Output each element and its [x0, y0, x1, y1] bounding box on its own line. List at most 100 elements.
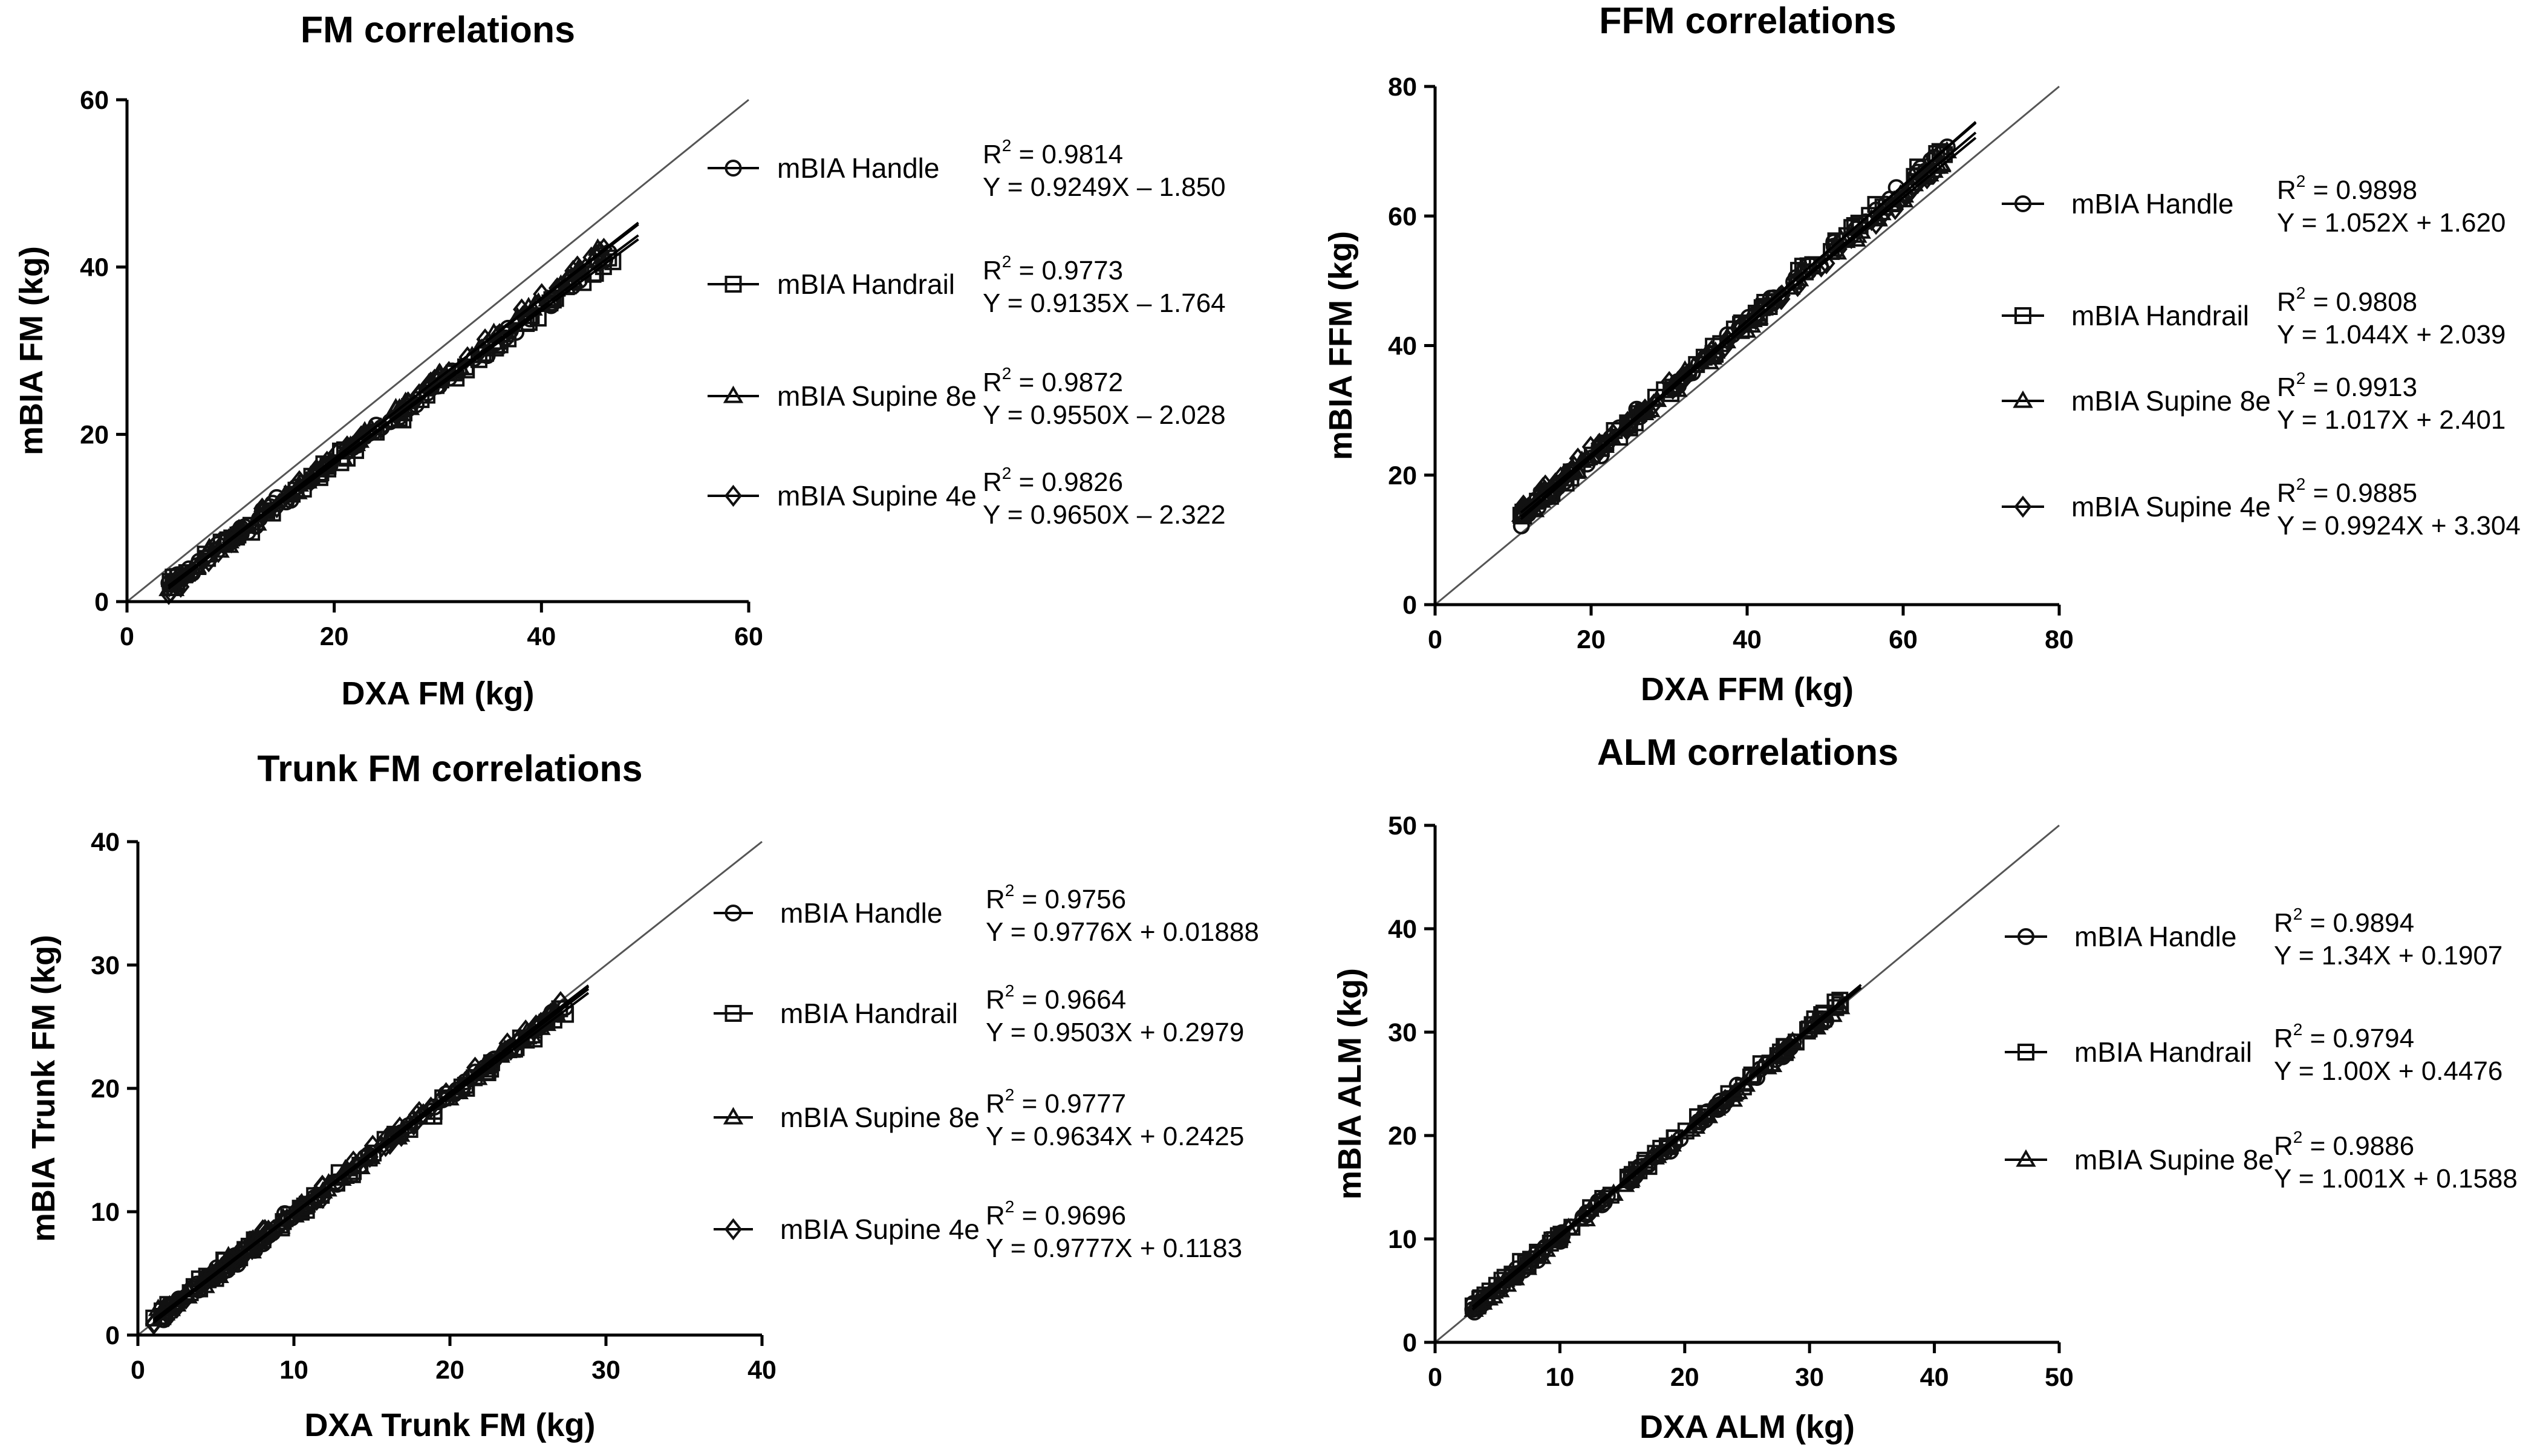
y-tick-label: 60	[80, 86, 109, 115]
r-squared-label: R2 = 0.9794	[2274, 1020, 2414, 1053]
r-symbol: R	[2274, 908, 2293, 938]
regression-equation: Y = 0.9503X + 0.2979	[986, 1018, 1244, 1047]
r-squared-value: = 0.9886	[2302, 1131, 2414, 1161]
legend-marker-square	[724, 276, 742, 293]
regression-equation: Y = 1.052X + 1.620	[2277, 208, 2506, 238]
x-axis-label: DXA FFM (kg)	[1641, 671, 1854, 707]
x-tick-label: 60	[1889, 625, 1918, 654]
legend-label: mBIA Handrail	[2074, 1036, 2252, 1068]
x-tick-label: 10	[1545, 1363, 1574, 1392]
fit-line-4	[152, 984, 590, 1323]
fit-line-4	[168, 221, 639, 590]
y-tick-label: 20	[91, 1074, 120, 1103]
r-squared-value: = 0.9913	[2305, 372, 2417, 402]
r-symbol: R	[2277, 175, 2296, 205]
data-point	[1591, 432, 1609, 455]
superscript-2: 2	[1005, 881, 1015, 900]
x-tick-label: 40	[747, 1356, 777, 1385]
legend-marker-triangle	[2013, 390, 2033, 408]
data-point	[361, 421, 379, 444]
legend-label: mBIA Supine 8e	[2071, 385, 2271, 417]
r-squared-label: R2 = 0.9898	[2277, 172, 2417, 205]
x-tick-label: 0	[1428, 625, 1442, 654]
x-tick-label: 40	[1920, 1363, 1949, 1392]
data-point	[1604, 423, 1622, 445]
r-symbol: R	[2274, 1131, 2293, 1161]
data-point	[1665, 1129, 1683, 1147]
x-tick-label: 30	[591, 1356, 620, 1385]
y-axis-label: mBIA ALM (kg)	[1332, 968, 1368, 1200]
y-tick-label: 50	[1388, 811, 1417, 840]
legend-label: mBIA Supine 8e	[777, 380, 977, 412]
r-symbol: R	[986, 885, 1005, 914]
r-squared-value: = 0.9696	[1014, 1201, 1126, 1230]
identity-line	[126, 99, 749, 603]
legend-label: mBIA Handle	[777, 152, 939, 184]
chart-panel-1: FM correlations 0 20 40 60 0 20 40 60 DXA FM (kg)…	[13, 9, 1226, 712]
r-squared-label: R2 = 0.9773	[983, 252, 1123, 285]
r-squared-value: = 0.9794	[2302, 1024, 2414, 1053]
y-axis-label: mBIA FFM (kg)	[1323, 231, 1359, 460]
legend-marker-circle	[2014, 195, 2031, 212]
legend-label: mBIA Supine 4e	[777, 480, 977, 512]
r-symbol: R	[983, 368, 1002, 397]
legend-label: mBIA Handle	[2071, 188, 2233, 219]
chart-title: FFM correlations	[1599, 0, 1896, 41]
identity-line	[1434, 85, 2060, 606]
superscript-2: 2	[2296, 172, 2306, 190]
y-tick-label: 40	[91, 828, 120, 857]
regression-equation: Y = 0.9924X + 3.304	[2277, 511, 2521, 541]
data-point	[391, 1116, 409, 1139]
r-squared-label: R2 = 0.9885	[2277, 475, 2417, 508]
r-squared-value: = 0.9872	[1011, 368, 1123, 397]
legend-label: mBIA Supine 4e	[780, 1214, 980, 1245]
legend-entry-2: mBIA Handrail R2 = 0.9808 Y = 1.044X + 2.0…	[2002, 284, 2506, 349]
y-tick-label: 20	[80, 420, 109, 449]
regression-equation: Y = 0.9650X – 2.322	[983, 500, 1226, 530]
r-symbol: R	[983, 467, 1002, 497]
data-point	[308, 1189, 326, 1211]
regression-equation: Y = 0.9634X + 0.2425	[986, 1122, 1244, 1151]
legend-marker-circle	[2017, 928, 2034, 945]
legend-label: mBIA Handle	[2074, 921, 2236, 952]
data-point	[533, 283, 551, 305]
data-point	[377, 1127, 396, 1149]
regression-equation: Y = 0.9249X – 1.850	[983, 172, 1226, 202]
legend-marker-square	[2014, 307, 2031, 324]
x-tick-label: 40	[1733, 625, 1762, 654]
r-squared-label: R2 = 0.9872	[983, 364, 1123, 397]
y-axis-label: mBIA FM (kg)	[13, 246, 50, 455]
data-point	[1796, 1022, 1817, 1040]
data-point	[1812, 255, 1831, 278]
r-squared-label: R2 = 0.9913	[2277, 369, 2417, 402]
y-tick-label: 0	[94, 588, 109, 617]
y-tick-label: 40	[80, 253, 109, 282]
r-symbol: R	[983, 140, 1002, 169]
r-symbol: R	[2277, 478, 2296, 508]
x-tick-label: 20	[1577, 625, 1606, 654]
superscript-2: 2	[1002, 252, 1012, 271]
y-tick-label: 30	[91, 951, 120, 980]
regression-equation: Y = 1.017X + 2.401	[2277, 405, 2506, 435]
superscript-2: 2	[1005, 1085, 1015, 1104]
y-tick-label: 0	[1402, 1328, 1417, 1357]
x-tick-label: 20	[435, 1356, 464, 1385]
data-point	[1851, 221, 1872, 239]
chart-panel-2: FFM correlations 0 20 40 60 80 0 20 40 60 80 DXA FF…	[1323, 0, 2521, 707]
data-point	[262, 1222, 281, 1244]
r-squared-label: R2 = 0.9777	[986, 1085, 1126, 1119]
r-squared-label: R2 = 0.9814	[983, 136, 1123, 169]
x-tick-label: 10	[279, 1356, 308, 1385]
x-tick-label: 0	[120, 622, 134, 651]
data-point	[1674, 369, 1692, 392]
r-squared-value: = 0.9898	[2305, 175, 2417, 205]
r-squared-label: R2 = 0.9826	[983, 464, 1123, 497]
legend-label: mBIA Supine 8e	[2074, 1144, 2274, 1175]
